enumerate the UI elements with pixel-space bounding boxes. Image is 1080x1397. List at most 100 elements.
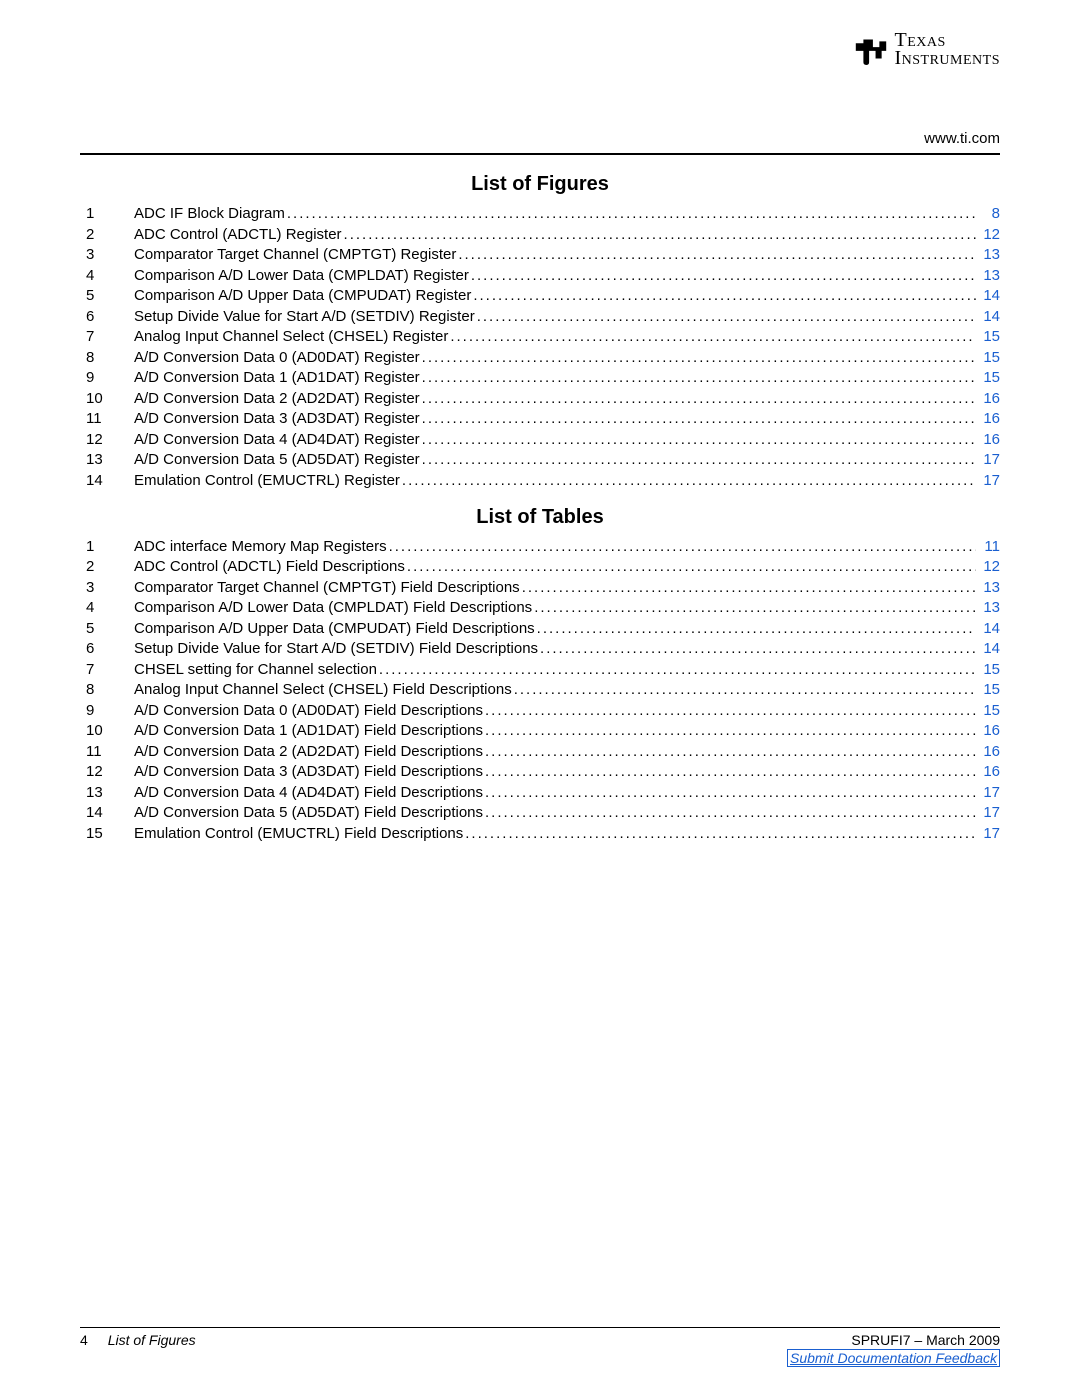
figure-entry-page-link[interactable]: 13 [976,247,1000,262]
leader-dots: ........................................… [535,621,976,636]
figures-heading: List of Figures [80,173,1000,196]
leader-dots: ........................................… [483,744,976,759]
figure-entry: 6Setup Divide Value for Start A/D (SETDI… [80,309,1000,324]
table-entry-page-link[interactable]: 16 [976,723,1000,738]
table-entry-title: A/D Conversion Data 3 (AD3DAT) Field Des… [134,764,483,779]
figure-entry-page-link[interactable]: 14 [976,288,1000,303]
figure-entry-number: 7 [80,329,134,344]
table-entry: 10A/D Conversion Data 1 (AD1DAT) Field D… [80,723,1000,738]
figure-entry-page-link[interactable]: 16 [976,411,1000,426]
leader-dots: ........................................… [483,723,976,738]
figure-entry-page-link[interactable]: 8 [976,206,1000,221]
table-entry: 7CHSEL setting for Channel selection ...… [80,662,1000,677]
table-entry: 6Setup Divide Value for Start A/D (SETDI… [80,641,1000,656]
leader-dots: ........................................… [520,580,976,595]
table-entry-page-link[interactable]: 16 [976,764,1000,779]
table-entry-title: A/D Conversion Data 0 (AD0DAT) Field Des… [134,703,483,718]
figure-entry-page-link[interactable]: 17 [976,452,1000,467]
table-entry-number: 12 [80,764,134,779]
figure-entry-page-link[interactable]: 16 [976,432,1000,447]
table-entry-number: 4 [80,600,134,615]
footer-row: 4 List of Figures SPRUFI7 – March 2009 [80,1332,1000,1348]
figure-entry-page-link[interactable]: 13 [976,268,1000,283]
figure-entry-number: 5 [80,288,134,303]
figure-entry-page-link[interactable]: 14 [976,309,1000,324]
table-entry-title: Comparator Target Channel (CMPTGT) Field… [134,580,520,595]
figure-entry-page-link[interactable]: 15 [976,329,1000,344]
table-entry-number: 8 [80,682,134,697]
footer-rule [80,1327,1000,1328]
leader-dots: ........................................… [420,411,976,426]
figure-entry-page-link[interactable]: 15 [976,370,1000,385]
table-entry-page-link[interactable]: 16 [976,744,1000,759]
table-entry-number: 15 [80,826,134,841]
figure-entry-number: 6 [80,309,134,324]
figure-entry-number: 2 [80,227,134,242]
ti-logo-text: Texas Instruments [894,31,1000,67]
figure-entry-page-link[interactable]: 16 [976,391,1000,406]
figures-toc: 1ADC IF Block Diagram ..................… [80,206,1000,488]
table-entry-page-link[interactable]: 17 [976,805,1000,820]
table-entry-page-link[interactable]: 17 [976,826,1000,841]
table-entry-page-link[interactable]: 12 [976,559,1000,574]
page-content: Texas Instruments www.ti.com List of Fig… [80,30,1000,846]
figure-entry-page-link[interactable]: 12 [976,227,1000,242]
table-entry-page-link[interactable]: 15 [976,662,1000,677]
table-entry: 3Comparator Target Channel (CMPTGT) Fiel… [80,580,1000,595]
table-entry-page-link[interactable]: 11 [976,539,1000,554]
leader-dots: ........................................… [387,539,976,554]
table-entry-page-link[interactable]: 14 [976,641,1000,656]
leader-dots: ........................................… [463,826,976,841]
figure-entry: 11A/D Conversion Data 3 (AD3DAT) Registe… [80,411,1000,426]
table-entry-number: 14 [80,805,134,820]
figure-entry-title: Analog Input Channel Select (CHSEL) Regi… [134,329,448,344]
table-entry-title: A/D Conversion Data 2 (AD2DAT) Field Des… [134,744,483,759]
table-entry-number: 6 [80,641,134,656]
table-entry-title: Emulation Control (EMUCTRL) Field Descri… [134,826,463,841]
table-entry-number: 2 [80,559,134,574]
leader-dots: ........................................… [483,764,976,779]
table-entry-page-link[interactable]: 13 [976,600,1000,615]
table-entry-page-link[interactable]: 15 [976,682,1000,697]
table-entry-title: A/D Conversion Data 4 (AD4DAT) Field Des… [134,785,483,800]
figure-entry: 9A/D Conversion Data 1 (AD1DAT) Register… [80,370,1000,385]
figure-entry: 4Comparison A/D Lower Data (CMPLDAT) Reg… [80,268,1000,283]
table-entry: 11A/D Conversion Data 2 (AD2DAT) Field D… [80,744,1000,759]
header-rule [80,153,1000,155]
table-entry-page-link[interactable]: 15 [976,703,1000,718]
figure-entry: 8A/D Conversion Data 0 (AD0DAT) Register… [80,350,1000,365]
table-entry-number: 11 [80,744,134,759]
figure-entry-title: Comparison A/D Upper Data (CMPUDAT) Regi… [134,288,471,303]
leader-dots: ........................................… [405,559,976,574]
table-entry-title: Analog Input Channel Select (CHSEL) Fiel… [134,682,512,697]
figure-entry-number: 12 [80,432,134,447]
table-entry: 5Comparison A/D Upper Data (CMPUDAT) Fie… [80,621,1000,636]
figure-entry-number: 13 [80,452,134,467]
table-entry-number: 7 [80,662,134,677]
figure-entry-title: A/D Conversion Data 0 (AD0DAT) Register [134,350,420,365]
table-entry-title: Comparison A/D Lower Data (CMPLDAT) Fiel… [134,600,532,615]
leader-dots: ........................................… [377,662,976,677]
table-entry-title: CHSEL setting for Channel selection [134,662,377,677]
table-entry: 9A/D Conversion Data 0 (AD0DAT) Field De… [80,703,1000,718]
figure-entry: 12A/D Conversion Data 4 (AD4DAT) Registe… [80,432,1000,447]
header-url[interactable]: www.ti.com [80,82,1000,151]
figure-entry-number: 3 [80,247,134,262]
figure-entry: 13A/D Conversion Data 5 (AD5DAT) Registe… [80,452,1000,467]
leader-dots: ........................................… [342,227,976,242]
leader-dots: ........................................… [475,309,976,324]
logo-text-bottom: Instruments [894,49,1000,67]
figure-entry-page-link[interactable]: 15 [976,350,1000,365]
figure-entry: 2ADC Control (ADCTL) Register ..........… [80,227,1000,242]
leader-dots: ........................................… [420,452,976,467]
figure-entry-page-link[interactable]: 17 [976,473,1000,488]
footer-section-name: List of Figures [108,1332,196,1348]
table-entry-page-link[interactable]: 13 [976,580,1000,595]
leader-dots: ........................................… [448,329,976,344]
leader-dots: ........................................… [483,805,976,820]
leader-dots: ........................................… [512,682,976,697]
table-entry-title: Setup Divide Value for Start A/D (SETDIV… [134,641,538,656]
feedback-link[interactable]: Submit Documentation Feedback [787,1349,1000,1367]
table-entry-page-link[interactable]: 17 [976,785,1000,800]
table-entry-page-link[interactable]: 14 [976,621,1000,636]
